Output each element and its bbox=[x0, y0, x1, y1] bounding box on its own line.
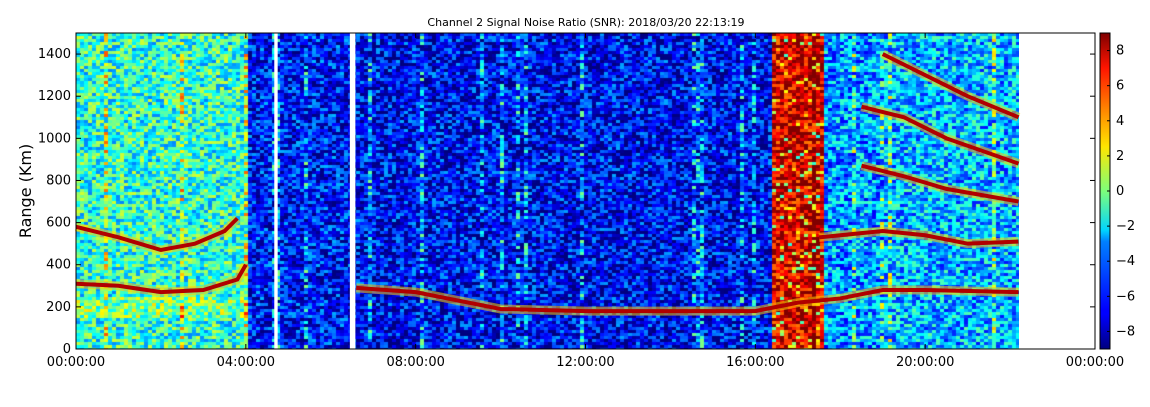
echo-trace bbox=[881, 52, 1020, 120]
echo-trace bbox=[75, 263, 248, 295]
y-tick-label: 0 bbox=[63, 342, 71, 357]
x-tick-label: 08:00:00 bbox=[386, 355, 444, 370]
echo-trace bbox=[818, 229, 1019, 246]
y-tick-label: 200 bbox=[46, 300, 71, 315]
y-tick-label: 400 bbox=[46, 258, 71, 273]
x-axis: 00:00:00 04:00:00 08:00:00 12:00:00 16:00:00… bbox=[47, 33, 1124, 370]
x-tick-label: 00:00:00 bbox=[1066, 355, 1124, 370]
echo-traces bbox=[74, 50, 1021, 316]
data-gaps bbox=[274, 33, 356, 349]
y-axis-label: Range (Km) bbox=[16, 144, 35, 238]
y-tick-label: 800 bbox=[46, 173, 71, 188]
y-tick-label: 1400 bbox=[38, 47, 71, 62]
echo-trace bbox=[356, 285, 1019, 314]
x-tick-label: 12:00:00 bbox=[556, 355, 614, 370]
echo-trace bbox=[860, 163, 1019, 204]
x-tick-label: 16:00:00 bbox=[726, 355, 784, 370]
colorbar-tick-label: −8 bbox=[1116, 324, 1135, 339]
y-tick-label: 1000 bbox=[38, 131, 71, 146]
echo-trace bbox=[860, 104, 1020, 166]
colorbar-tick-label: −2 bbox=[1116, 219, 1135, 234]
colorbar-tick-label: 8 bbox=[1116, 44, 1124, 59]
heatmap-cells bbox=[76, 33, 1019, 349]
y-tick-label: 1200 bbox=[38, 89, 71, 104]
colorbar-tick-label: 6 bbox=[1116, 79, 1124, 94]
data-gap bbox=[349, 33, 356, 349]
colorbar-tick-label: 0 bbox=[1116, 184, 1124, 199]
chart-title: Channel 2 Signal Noise Ratio (SNR): 2018… bbox=[427, 16, 744, 29]
colorbar-ticks: 8 6 4 2 0 −2 −4 −6 −8 bbox=[1107, 44, 1135, 339]
y-axis: 0 200 400 600 800 1000 1200 1400 bbox=[38, 47, 1095, 357]
x-tick-label: 00:00:00 bbox=[47, 355, 105, 370]
colorbar-tick-label: 2 bbox=[1116, 149, 1124, 164]
colorbar-tick-label: −6 bbox=[1116, 289, 1135, 304]
colorbar-tick-label: 4 bbox=[1116, 114, 1124, 129]
data-gap bbox=[274, 33, 278, 349]
heatmap-raster bbox=[76, 33, 1019, 349]
colorbar-tick-label: −4 bbox=[1116, 254, 1135, 269]
x-tick-label: 04:00:00 bbox=[217, 355, 275, 370]
echo-trace bbox=[75, 216, 239, 253]
y-tick-label: 600 bbox=[46, 216, 71, 231]
x-tick-label: 20:00:00 bbox=[896, 355, 954, 370]
